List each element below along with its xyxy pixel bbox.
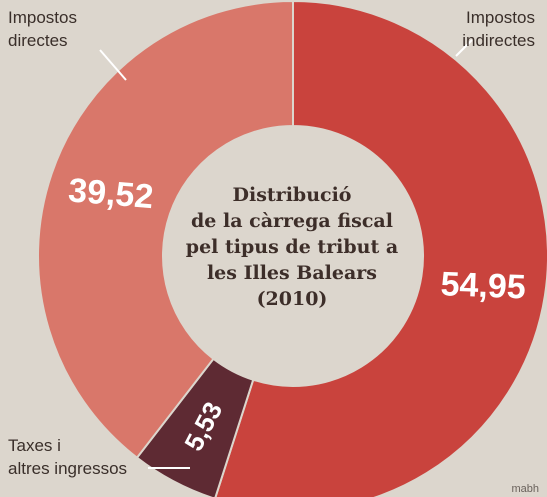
- title-line: les Illes Balears: [206, 262, 378, 284]
- slice-value-label: 54,95: [440, 265, 527, 306]
- credit: mabh: [511, 483, 539, 495]
- slice-2: [37, 0, 294, 460]
- title-line: (2010): [256, 288, 328, 310]
- slice-value-label: 39,52: [67, 171, 155, 216]
- label-line: Taxes i: [8, 436, 61, 455]
- label-line: indirectes: [462, 31, 535, 50]
- label-impostos-directes: Impostos directes: [8, 6, 77, 52]
- label-line: altres ingressos: [8, 459, 128, 478]
- leader-line-0: [455, 39, 473, 57]
- label-taxes-altres-ingressos: Taxes i altres ingressos: [8, 434, 127, 480]
- label-line: directes: [8, 31, 68, 50]
- title-line: pel tipus de tribut a: [185, 236, 399, 258]
- leader-line-1: [99, 49, 127, 81]
- chart-slices: [37, 0, 547, 497]
- label-line: Impostos: [466, 8, 535, 27]
- title-line: Distribució: [232, 184, 352, 206]
- leader-lines: [99, 39, 473, 469]
- label-line: Impostos: [8, 8, 77, 27]
- title-line: de la càrrega fiscal: [191, 210, 393, 232]
- chart-title: Distribució de la càrrega fiscal pel tip…: [172, 182, 412, 312]
- label-impostos-indirectes: Impostos indirectes: [462, 6, 535, 52]
- slice-0: [214, 0, 547, 497]
